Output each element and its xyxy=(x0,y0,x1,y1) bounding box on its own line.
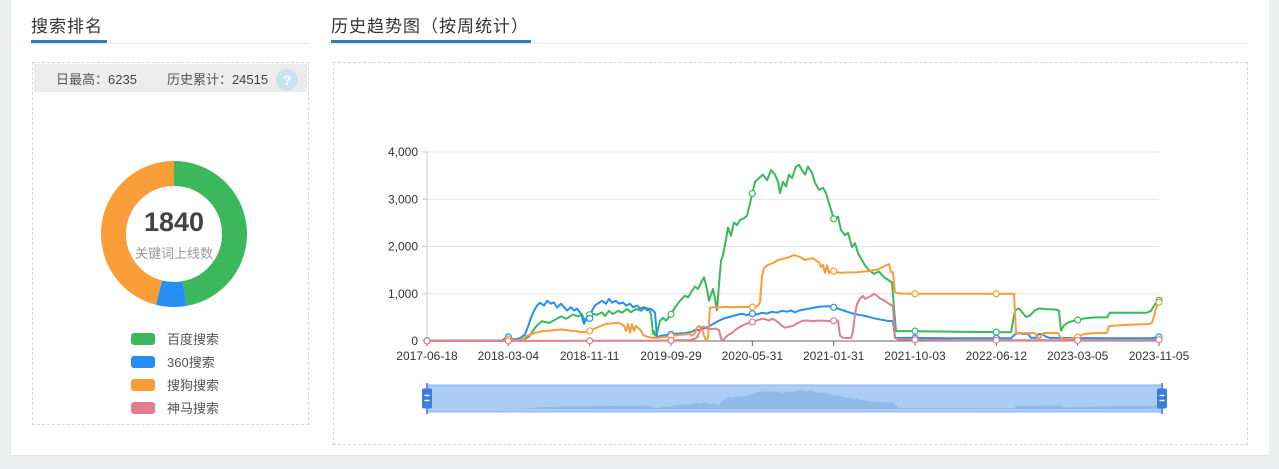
right-title-underline xyxy=(331,39,1248,44)
data-marker-sogou xyxy=(1155,298,1163,306)
help-icon[interactable]: ? xyxy=(276,69,298,91)
trend-chart[interactable]: 0 1,000 2,000 3,000 4,000 2017-06-18 2018-03-0… xyxy=(334,63,1247,444)
series-line-360[interactable] xyxy=(426,297,1160,342)
legend-label: 搜狗搜索 xyxy=(167,378,220,393)
search-rank-panel: 日最高：6235 历史累计：24515 ? 1840 关键词上线数 百度搜索 360… xyxy=(32,62,309,425)
legend-label: 360搜索 xyxy=(167,355,215,370)
stats-bar: 日最高：6235 历史累计：24515 xyxy=(34,64,307,92)
data-marker-360 xyxy=(586,314,594,323)
data-marker-360 xyxy=(830,303,838,311)
datazoom-shadow xyxy=(427,390,1162,409)
data-marker-shenma xyxy=(992,336,1000,344)
data-marker-sogou xyxy=(586,327,594,335)
series-line-baidu[interactable] xyxy=(426,163,1160,342)
x-axis-label: 2020-05-31 xyxy=(722,349,784,363)
donut-slice-2[interactable] xyxy=(101,161,175,305)
legend-label: 百度搜索 xyxy=(167,332,220,347)
data-marker-baidu xyxy=(992,328,1000,336)
data-marker-sogou xyxy=(992,290,1000,298)
x-axis-label: 2023-11-05 xyxy=(1129,349,1190,363)
data-marker-baidu xyxy=(667,310,675,318)
data-marker-shenma xyxy=(667,336,675,345)
left-title-underline-accent xyxy=(31,40,107,43)
legend-item-1[interactable]: 360搜索 xyxy=(131,350,219,373)
data-marker-baidu xyxy=(830,215,838,223)
legend-swatch xyxy=(131,401,155,414)
data-marker-shenma xyxy=(504,337,512,345)
legend-label: 神马搜索 xyxy=(167,401,220,416)
x-axis-label: 2022-06-12 xyxy=(966,349,1028,363)
data-marker-sogou xyxy=(830,267,838,275)
data-marker-shenma xyxy=(830,317,838,325)
data-marker-360 xyxy=(748,310,756,318)
donut-slice-1[interactable] xyxy=(155,280,187,307)
series-line-shenma[interactable] xyxy=(426,292,1160,342)
x-axis-label: 2021-10-03 xyxy=(884,349,946,363)
right-title-underline-accent xyxy=(331,40,531,43)
x-axis-label: 2017-06-18 xyxy=(396,349,458,363)
x-axis-label: 2021-01-31 xyxy=(803,349,865,363)
data-marker-shenma xyxy=(1074,336,1082,344)
stat-item: 历史累计：24515 xyxy=(166,71,269,87)
chart-legend: 百度搜索 360搜索搜狗搜索神马搜索 xyxy=(131,327,219,419)
left-title-underline xyxy=(31,39,309,44)
data-marker-baidu xyxy=(748,189,756,198)
trend-panel: 0 1,000 2,000 3,000 4,000 2017-06-18 2018-03-0… xyxy=(333,62,1248,445)
data-marker-baidu xyxy=(1074,316,1082,324)
legend-item-3[interactable]: 神马搜索 xyxy=(131,396,219,419)
y-axis-label: 0 xyxy=(411,334,418,348)
donut-chart[interactable]: 1840 关键词上线数 xyxy=(99,159,249,309)
x-axis-label: 2019-09-29 xyxy=(640,349,702,363)
x-axis-label: 2023-03-05 xyxy=(1047,349,1109,363)
data-marker-sogou xyxy=(748,303,756,311)
y-axis-label: 4,000 xyxy=(388,145,418,159)
datazoom-handle-left[interactable] xyxy=(422,388,432,409)
content-card: 搜索排名 日最高：6235 历史累计：24515 ? 1840 关键词上线数 百度… xyxy=(10,0,1269,456)
y-axis-label: 3,000 xyxy=(388,192,418,206)
data-marker-shenma xyxy=(1155,336,1163,344)
legend-swatch xyxy=(131,378,155,391)
y-axis-label: 1,000 xyxy=(388,287,418,301)
x-axis-label: 2018-11-11 xyxy=(560,349,620,363)
stat-item: 日最高：6235 xyxy=(56,71,137,87)
data-marker-shenma xyxy=(748,318,756,326)
legend-swatch xyxy=(131,332,155,345)
legend-item-0[interactable]: 百度搜索 xyxy=(131,327,219,350)
right-panel-title: 历史趋势图（按周统计） xyxy=(331,17,529,36)
legend-swatch xyxy=(131,355,155,368)
donut-slice-0[interactable] xyxy=(173,161,247,306)
y-axis-label: 2,000 xyxy=(388,240,418,254)
left-panel-title: 搜索排名 xyxy=(31,17,103,36)
x-axis-label: 2018-03-04 xyxy=(478,349,540,363)
data-marker-shenma xyxy=(586,337,594,345)
data-marker-shenma xyxy=(911,336,919,344)
data-marker-shenma xyxy=(423,337,431,345)
datazoom-handle-right[interactable] xyxy=(1157,388,1167,409)
series-line-sogou[interactable] xyxy=(426,254,1160,342)
data-marker-sogou xyxy=(911,290,919,298)
legend-item-2[interactable]: 搜狗搜索 xyxy=(131,373,219,396)
data-marker-baidu xyxy=(911,327,919,335)
